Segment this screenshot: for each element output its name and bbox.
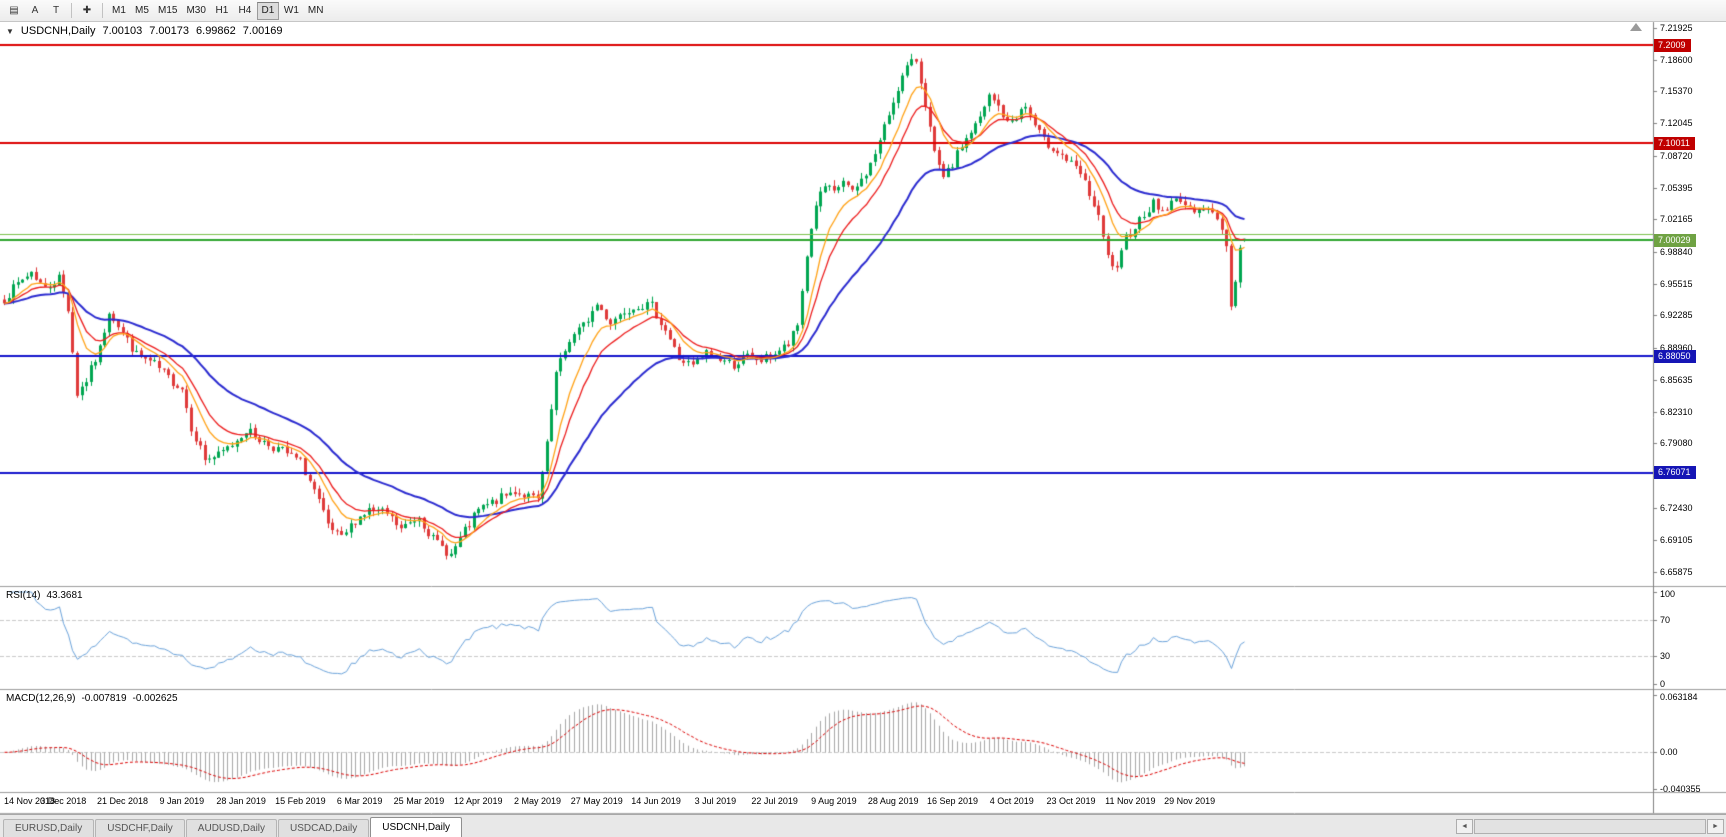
tab-scroll-left-button[interactable]: ◄ (1456, 818, 1473, 834)
crosshair-glyph: ✚ (82, 5, 92, 16)
chart-title: ▼ USDCNH,Daily 7.00103 7.00173 6.99862 7… (6, 25, 283, 37)
timeframe-mn-button[interactable]: MN (304, 2, 328, 20)
macd-signal-value: -0.002625 (132, 693, 178, 704)
timeframe-d1-button[interactable]: D1 (256, 1, 279, 20)
chart-high-value: 7.00173 (149, 25, 190, 37)
timeframe-m15-button[interactable]: M15 (154, 2, 181, 20)
crosshair-icon[interactable]: ✚ (77, 2, 97, 20)
timeframe-m1-button[interactable]: M1 (108, 2, 130, 20)
tab-scrollbar[interactable]: ◄ ► (1456, 818, 1724, 834)
toolbar-separator (71, 3, 72, 18)
tab-scrollbar-thumb[interactable] (1474, 818, 1706, 834)
font-a-icon[interactable]: A (25, 2, 45, 20)
tab-usdcad[interactable]: USDCAD,Daily (278, 819, 370, 837)
chart-symbol-period: USDCNH,Daily (20, 25, 96, 37)
timeframe-buttons: M1 M5 M15 M30 H1 H4 D1 W1 MN (108, 1, 328, 20)
chart-low-value: 6.99862 (196, 25, 236, 37)
scroll-left-icon: ◄ (1461, 822, 1468, 830)
rsi-label: RSI(14) 43.3681 (6, 590, 83, 601)
text-tool-icon[interactable]: T (46, 2, 66, 20)
chart-tabs: EURUSD,Daily USDCHF,Daily AUDUSD,Daily USDC… (3, 817, 463, 837)
toolbar-separator (102, 3, 103, 18)
chart-tab-bar: EURUSD,Daily USDCHF,Daily AUDUSD,Daily USDC… (0, 814, 1726, 837)
tab-usdcnh[interactable]: USDCNH,Daily (370, 817, 463, 837)
chevron-down-icon[interactable]: ▼ (6, 26, 14, 36)
tab-usdchf[interactable]: USDCHF,Daily (95, 819, 185, 837)
timeframe-h1-button[interactable]: H1 (211, 2, 233, 20)
toolbar: ▤ A T ✚ M1 M5 M15 M30 H1 H4 D1 W1 MN (0, 0, 1726, 22)
tab-eurusd[interactable]: EURUSD,Daily (3, 819, 95, 837)
timeframe-m5-button[interactable]: M5 (131, 2, 153, 20)
rsi-name: RSI(14) (6, 590, 41, 601)
tab-scroll-right-button[interactable]: ► (1707, 818, 1724, 834)
font-a-glyph: A (31, 5, 39, 16)
macd-name: MACD(12,26,9) (6, 693, 76, 704)
scroll-right-icon: ► (1712, 822, 1719, 830)
timeframe-w1-button[interactable]: W1 (280, 2, 303, 20)
chart-list-glyph: ▤ (9, 5, 19, 16)
chart-open-value: 7.00103 (102, 25, 143, 37)
tab-audusd[interactable]: AUDUSD,Daily (185, 819, 278, 837)
chart-shift-marker (1630, 23, 1642, 31)
macd-label: MACD(12,26,9) -0.007819 -0.002625 (6, 693, 178, 704)
chart-close-value: 7.00169 (242, 25, 283, 37)
text-tool-glyph: T (52, 5, 60, 16)
chart-list-icon[interactable]: ▤ (4, 2, 24, 20)
macd-main-value: -0.007819 (81, 693, 127, 704)
timeframe-h4-button[interactable]: H4 (234, 2, 256, 20)
rsi-value: 43.3681 (46, 590, 83, 601)
timeframe-m30-button[interactable]: M30 (182, 2, 209, 20)
